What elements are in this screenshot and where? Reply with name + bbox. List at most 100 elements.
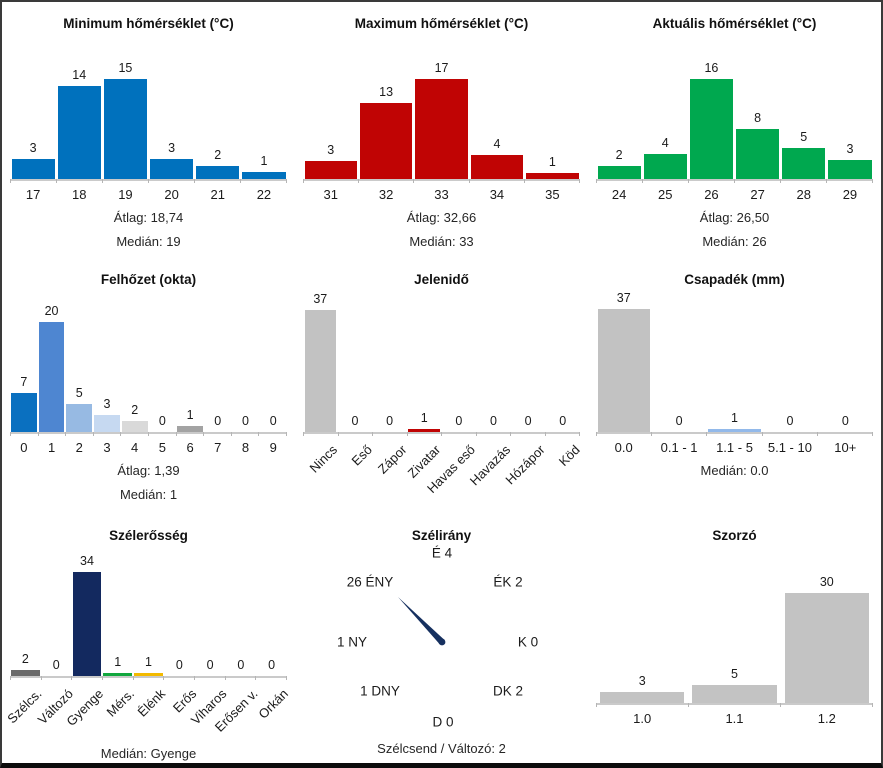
x-tick-label: 10+ xyxy=(834,440,857,455)
bar xyxy=(72,572,102,676)
bars-row: 3 13 17 4 1 xyxy=(303,61,580,179)
axis-tick xyxy=(303,432,304,436)
axis-ticks xyxy=(10,432,287,436)
bar-slot: 0 xyxy=(818,414,873,432)
axis-tick xyxy=(255,676,257,680)
bar xyxy=(242,172,286,179)
bar-value-label: 1 xyxy=(114,655,122,669)
bar-slot: 13 xyxy=(358,85,413,179)
bar xyxy=(304,310,337,432)
bar xyxy=(597,309,650,432)
panel-cloud-cover: Felhőzet (okta) 7 20 5 3 2 0 1 0 0 0 0 1 2 3 4 5 6 7 8 9 Átla… xyxy=(2,258,295,514)
bar-value-label: 1 xyxy=(548,155,556,169)
axis-tick xyxy=(413,179,415,183)
x-tick-label: 25 xyxy=(658,187,673,202)
bar-slot: 0 xyxy=(225,658,256,676)
axis-ticks xyxy=(303,432,580,436)
stat-line: Átlag: 1,39 xyxy=(117,463,180,478)
axis-tick xyxy=(193,676,195,680)
axis-tick xyxy=(147,432,149,436)
axis-tick xyxy=(230,432,232,436)
bar xyxy=(177,426,203,432)
bar-value-label: 0 xyxy=(206,658,214,672)
x-tick-label: 0 xyxy=(20,440,28,455)
axis-tick xyxy=(761,432,763,436)
x-tick-label: 5.1 - 10 xyxy=(767,440,812,455)
bar-slot: 3 xyxy=(149,141,195,179)
compass-direction-label-3: DK 2 xyxy=(492,683,524,699)
x-tick-label: Orkán xyxy=(255,686,292,722)
plot-area: 3 14 15 3 2 1 xyxy=(10,34,287,183)
bar-value-label: 3 xyxy=(846,142,854,156)
bar-value-label: 0 xyxy=(455,414,463,428)
x-tick-label: 20 xyxy=(164,187,179,202)
bar-value-label: 0 xyxy=(269,414,277,428)
bar-slot: 2 xyxy=(121,403,149,432)
chart-title: Felhőzet (okta) xyxy=(100,272,197,287)
bar xyxy=(597,166,641,179)
bar-value-label: 1 xyxy=(186,408,194,422)
x-tick-label: 18 xyxy=(72,187,87,202)
bar-slot: 14 xyxy=(56,68,102,179)
bar xyxy=(121,421,148,432)
bar-slot: 8 xyxy=(735,111,781,179)
bar-slot: 15 xyxy=(102,61,148,179)
bar-value-label: 0 xyxy=(214,414,222,428)
bar-value-label: 3 xyxy=(103,397,111,411)
axis-tick xyxy=(475,432,477,436)
x-tick-label: 1.1 xyxy=(725,711,744,726)
axis-tick xyxy=(688,703,689,707)
bar-value-label: 0 xyxy=(675,414,683,428)
axis-tick xyxy=(337,432,339,436)
x-tick-label: 3 xyxy=(103,440,111,455)
bar-value-label: 2 xyxy=(615,148,623,162)
bars-row: 7 20 5 3 2 0 1 0 0 0 xyxy=(10,304,287,432)
stats-block: Átlag: 1,39 Medián: 1 xyxy=(2,459,295,507)
axis-tick xyxy=(826,179,827,183)
bar-slot: 30 xyxy=(781,575,873,703)
bar xyxy=(526,173,579,179)
bar-slot: 5 xyxy=(688,667,780,703)
stats-block: Átlag: 32,66 Medián: 33 xyxy=(295,206,588,254)
bar-slot: 0 xyxy=(545,414,580,432)
compass-direction-label-5: 1 DNY xyxy=(360,683,400,699)
bar-slot: 3 xyxy=(596,674,688,703)
plot-area: 3 5 30 xyxy=(596,546,873,707)
bar-slot: 3 xyxy=(303,143,358,179)
axis-tick xyxy=(642,179,643,183)
x-tick-label: Mérs. xyxy=(103,686,138,720)
bar-slot: 1 xyxy=(525,155,580,179)
axis-tick xyxy=(441,432,442,436)
x-tick-label: 8 xyxy=(241,440,250,455)
x-tick-label: 22 xyxy=(256,187,272,202)
stat-line: Átlag: 18,74 xyxy=(113,210,184,225)
x-tick-label: 29 xyxy=(842,187,858,202)
bar-slot: 4 xyxy=(642,136,688,179)
bar-slot: 3 xyxy=(93,397,121,432)
axis-tick xyxy=(734,179,735,183)
x-tick-label: 6 xyxy=(186,440,194,455)
bar xyxy=(828,160,872,179)
bar xyxy=(66,404,93,432)
bar xyxy=(103,673,133,676)
axis-tick xyxy=(596,179,597,183)
axis-tick xyxy=(688,179,689,183)
axis-tick xyxy=(303,179,304,183)
axis-tick xyxy=(780,703,781,707)
x-tick-label: 0.1 - 1 xyxy=(660,440,698,455)
bar-slot: 5 xyxy=(65,386,93,432)
bar-slot: 20 xyxy=(38,304,66,432)
axis-ticks xyxy=(10,676,287,680)
bar-value-label: 14 xyxy=(72,68,87,82)
bar-value-label: 4 xyxy=(493,137,501,151)
bar-slot: 3 xyxy=(10,141,56,179)
x-axis-labels: 0.0 0.1 - 1 1.1 - 5 5.1 - 10 10+ xyxy=(596,440,873,455)
x-tick-label: Köd xyxy=(555,442,583,469)
axis-tick xyxy=(780,179,781,183)
bar-value-label: 2 xyxy=(214,148,222,162)
axis-tick xyxy=(544,432,546,436)
bar-value-label: 2 xyxy=(131,403,139,417)
compass-direction-label-0: É 4 xyxy=(431,545,453,561)
bar-value-label: 8 xyxy=(754,111,762,125)
axis-tick xyxy=(596,703,597,707)
